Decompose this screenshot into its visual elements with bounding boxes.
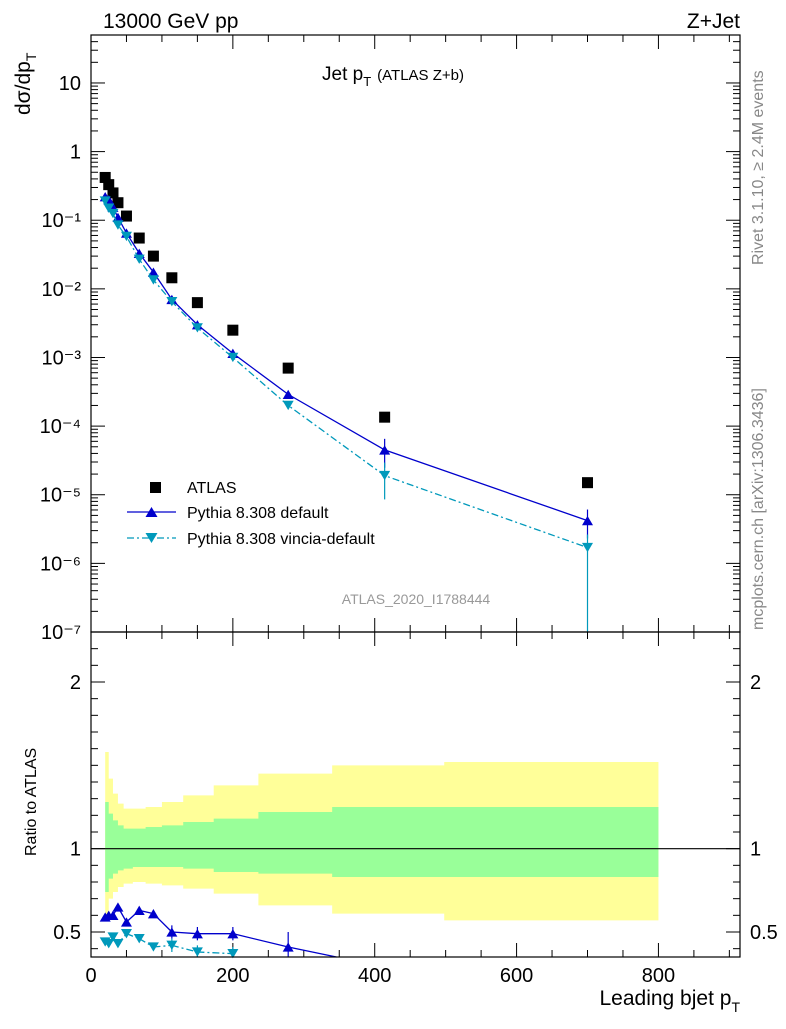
ratio-point-pythia-8-308-vincia-default [112,938,124,949]
mcplots-label: mcplots.cern.ch [arXiv:1306.3436] [750,388,767,630]
main-y-tick-label: 10⁻³ [42,347,82,369]
main-y-axis-label-sub: T [23,52,39,61]
rivet-label: Rivet 3.1.10, ≥ 2.4M events [750,70,767,265]
data-point-pythia-8-308-vincia-default [99,196,111,206]
data-point-atlas [99,171,111,183]
ratio-point-pythia-8-308-default [191,928,203,939]
main-title: Jet pT (ATLAS Z+b) [322,64,464,89]
ratio-x-tick-label: 200 [216,965,249,987]
data-point-pythia-8-308-vincia-default [112,220,124,230]
ratio-point-pythia-8-308-default [107,910,119,921]
data-point-atlas [103,179,115,191]
main-y-tick-label: 10⁻⁵ [40,485,81,507]
main-y-tick-label: 10⁻¹ [42,210,82,232]
data-point-pythia-8-308-vincia-default [282,400,294,411]
ratio-y-tick-label: 1 [70,839,81,861]
ratio-point-pythia-8-308-default [166,927,178,937]
ratio-y-tick-label-right: 0.5 [750,922,778,944]
data-point-pythia-8-308-vincia-default [582,542,594,553]
ratio-x-tick-label: 800 [642,965,675,987]
legend-label-pythia-vincia: Pythia 8.308 vincia-default [187,531,375,548]
ratio-point-pythia-8-308-vincia-default [120,928,132,939]
ratio-y-tick-label-right: 1 [750,839,761,861]
ratio-y-tick-label: 2 [70,672,81,694]
legend-label-pythia-default: Pythia 8.308 default [187,505,329,522]
main-title-suffix: (ATLAS Z+b) [377,67,464,84]
ratio-frame [90,631,741,958]
ratio-panel: 0 200 400 600 800 0.5 0.5 1 1 2 2 Ratio to ATLAS L… [23,631,778,1015]
data-point-pythia-8-308-vincia-default [191,323,203,333]
ratio-point-pythia-8-308-default [227,928,239,939]
ratio-point-pythia-8-308-default [282,942,294,952]
data-point-pythia-8-308-vincia-default [147,275,159,285]
legend-label-atlas: ATLAS [187,480,237,497]
x-axis-label: Leading bjet pT [599,987,740,1015]
main-y-tick-label: 10⁻⁷ [41,622,81,644]
legend: ATLAS Pythia 8.308 default Pythia 8.308 … [127,480,375,548]
legend-marker-pythia-default [145,507,158,517]
legend-marker-atlas [150,482,161,493]
data-point-atlas [107,187,119,199]
ratio-point-pythia-8-308-default [133,905,145,916]
energy-label: 13000 GeV pp [103,10,238,33]
data-point-pythia-8-308-vincia-default [379,470,391,481]
ratio-band-green [105,802,659,892]
ratio-point-pythia-8-308-vincia-default [133,933,145,944]
legend-marker-pythia-vincia [145,533,158,543]
series-line-pythia-8-308-default [104,196,588,522]
data-point-atlas [147,250,159,262]
main-title-sub: T [363,74,371,89]
main-title-text: Jet p [322,64,363,85]
process-label: Z+Jet [687,10,740,33]
main-y-tick-label: 10⁻⁴ [40,416,81,438]
main-y-tick-label: 10 [59,73,81,95]
ratio-point-pythia-8-308-default [147,908,159,919]
x-axis-label-sub: T [731,999,740,1015]
ratio-point-pythia-8-308-vincia-default [107,932,119,942]
ratio-point-pythia-8-308-vincia-default [147,942,159,952]
data-point-atlas [582,477,594,489]
ratio-x-tick-label: 600 [500,965,533,987]
ratio-x-tick-label: 0 [85,965,96,987]
data-point-atlas [120,210,132,222]
data-point-pythia-8-308-vincia-default [103,203,115,213]
ratio-x-tick-label: 400 [358,965,391,987]
x-axis-label-text: Leading bjet p [599,987,731,1010]
main-y-tick-label: 1 [70,142,81,164]
ratio-point-pythia-8-308-default [112,902,124,912]
main-y-axis-label: dσ/dpT [12,52,39,115]
data-point-atlas [191,297,203,309]
ratio-point-pythia-8-308-vincia-default [166,940,178,951]
data-point-atlas [227,324,239,336]
main-y-axis-label-text: dσ/dp [12,61,35,115]
ratio-point-pythia-8-308-vincia-default [103,938,115,949]
ratio-y-axis-label: Ratio to ATLAS [23,748,40,856]
analysis-watermark: ATLAS_2020_I1788444 [342,591,491,607]
data-point-pythia-8-308-default [379,445,391,455]
data-point-pythia-8-308-default [282,389,294,400]
data-point-pythia-8-308-default [147,267,159,277]
main-y-tick-label: 10⁻² [42,279,82,301]
data-point-pythia-8-308-vincia-default [166,297,178,307]
data-point-pythia-8-308-default [582,515,594,526]
data-point-atlas [282,362,294,374]
data-point-atlas [112,197,124,209]
data-point-atlas [166,272,178,284]
ratio-point-pythia-8-308-default [120,917,132,927]
data-point-pythia-8-308-vincia-default [227,352,239,363]
ratio-point-pythia-8-308-vincia-default [227,948,239,959]
data-point-atlas [379,411,391,423]
ratio-y-tick-label-right: 2 [750,672,761,694]
data-point-pythia-8-308-vincia-default [120,231,132,242]
data-point-atlas [133,232,145,244]
data-point-pythia-8-308-vincia-default [107,208,119,219]
ratio-y-tick-label: 0.5 [53,922,81,944]
ratio-point-pythia-8-308-vincia-default [191,947,203,957]
main-y-tick-label: 10⁻⁶ [40,553,81,575]
data-point-pythia-8-308-vincia-default [133,254,145,264]
